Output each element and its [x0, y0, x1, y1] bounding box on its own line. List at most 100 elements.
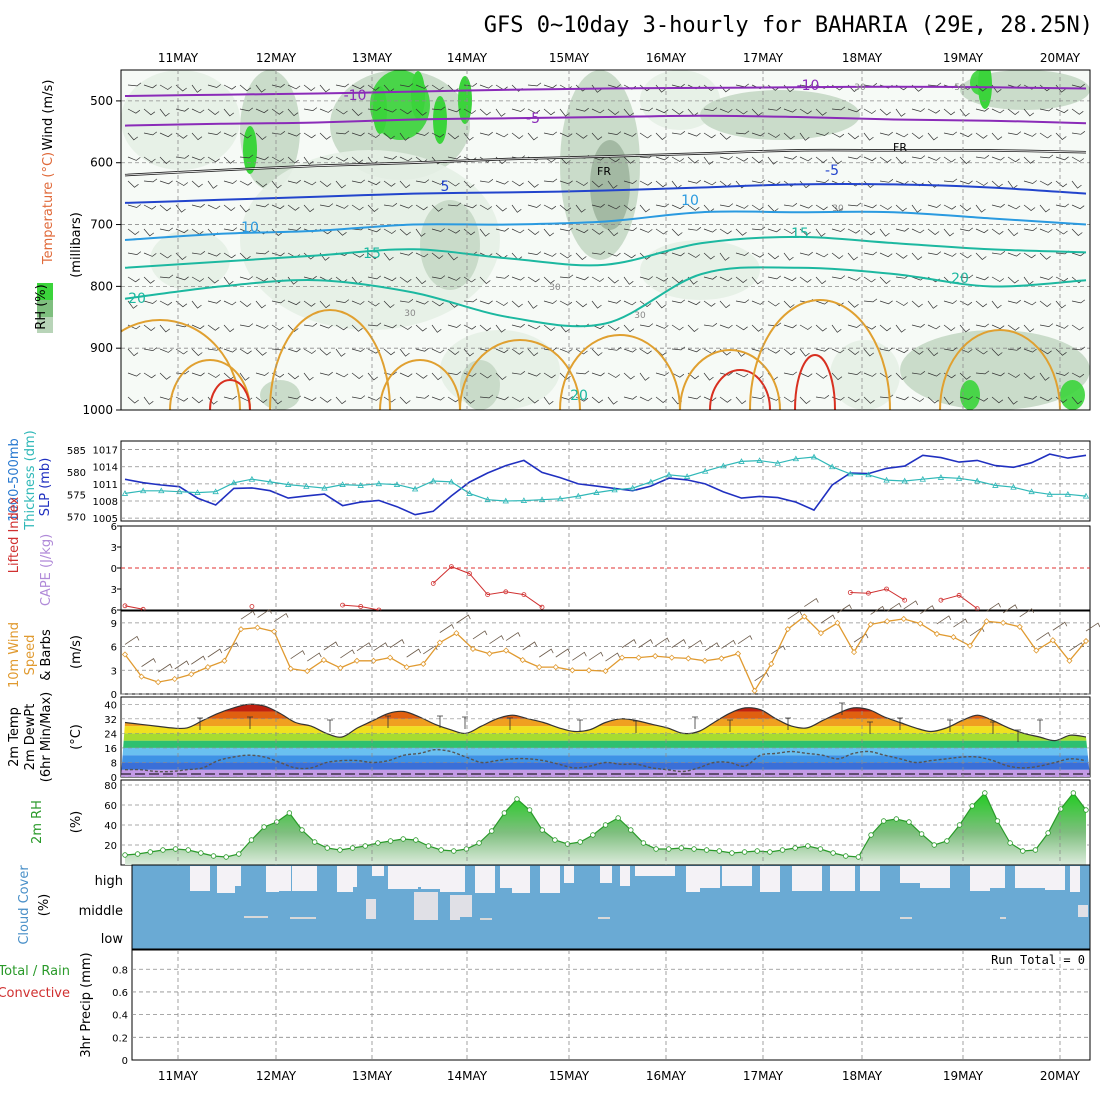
wind-barb — [527, 324, 541, 330]
wind-barb — [975, 107, 989, 112]
wind-barb — [943, 228, 955, 237]
rh-point — [678, 845, 685, 851]
rh-point — [944, 838, 950, 844]
wind-barb — [511, 371, 526, 375]
wind-barb — [831, 106, 846, 111]
ylabel-rh-units: (%) — [69, 811, 84, 834]
wind-barb — [927, 396, 939, 404]
wind-barb — [367, 204, 379, 212]
wind-barb — [207, 252, 221, 257]
wind-barb — [735, 324, 748, 331]
isotherm-20 — [124, 266, 1087, 328]
wind-barb — [287, 179, 301, 184]
x-tick-label: 18MAY — [842, 51, 883, 65]
wind-barb — [479, 131, 493, 136]
wind-barb — [975, 252, 987, 260]
li-point — [938, 597, 944, 603]
wind-barb — [143, 228, 155, 237]
thickness-point — [702, 467, 709, 474]
wind-barb — [431, 372, 443, 381]
wind-barb — [639, 252, 651, 260]
wind-barb — [767, 275, 782, 280]
wind-speed-point — [619, 654, 626, 661]
wind-barb — [639, 323, 654, 327]
rh-point — [880, 818, 887, 824]
wind-barb — [895, 108, 906, 117]
wind-barb — [607, 299, 621, 304]
wind-barb — [143, 252, 157, 257]
wind-barb — [783, 108, 797, 113]
wind-barb — [671, 324, 684, 331]
wind-barb — [543, 178, 558, 183]
wind-barb — [959, 396, 973, 400]
wind-barb — [463, 324, 477, 330]
wind-barb — [141, 658, 156, 667]
wind-barb — [527, 300, 538, 309]
rh-point — [122, 852, 128, 858]
wind-barb — [399, 83, 414, 87]
temp-minmax-bar — [897, 717, 903, 730]
cloud-low-cell — [290, 917, 316, 919]
temp-band — [121, 726, 1090, 734]
wind-barb — [1071, 346, 1086, 351]
wind-barb — [559, 348, 573, 353]
thickness-point — [1010, 483, 1017, 490]
wind-barb — [1039, 132, 1052, 139]
wind-barb — [367, 252, 380, 260]
wind-barb — [751, 179, 766, 184]
wind-barb — [319, 203, 334, 207]
wind-barb — [1007, 204, 1021, 210]
wind-speed-point — [635, 654, 642, 661]
wind-barb — [207, 396, 218, 405]
wind-barb — [255, 156, 269, 161]
li-point — [249, 604, 255, 609]
wind-speed-point — [204, 664, 211, 671]
wind-barb — [319, 348, 331, 356]
thickness-point — [357, 482, 364, 488]
wind-barb — [495, 348, 509, 354]
wind-barb — [255, 180, 268, 188]
wind-barb — [959, 180, 973, 185]
wind-barb — [591, 300, 602, 309]
wind-barb — [159, 204, 172, 212]
wind-barb — [223, 108, 235, 117]
wind-barb — [735, 130, 750, 135]
wind-barb — [735, 276, 748, 283]
cloud-clear-cell — [500, 866, 515, 888]
wind-barb — [287, 300, 301, 306]
wind-speed-point — [817, 630, 824, 637]
x-tick-label: 17MAY — [743, 1069, 784, 1083]
rh-point — [274, 819, 280, 825]
ylabel-millibars: (millibars) — [69, 212, 84, 278]
wind-barb — [1023, 156, 1035, 164]
cloud-clear-cell — [792, 866, 822, 891]
wind-barb — [607, 204, 621, 210]
slp-tick-label: 1011 — [93, 480, 118, 491]
wind-barb — [799, 204, 813, 209]
wind-barb — [271, 131, 286, 135]
wind-speed-point — [121, 651, 129, 658]
wind-barb — [383, 324, 397, 329]
wind-barb — [639, 107, 654, 112]
wind-barb — [847, 202, 862, 207]
wind-barb — [191, 655, 206, 665]
wind-barb — [290, 650, 306, 660]
thickness-point — [121, 490, 129, 496]
thickness-point — [955, 475, 963, 481]
wind-barb — [572, 651, 587, 661]
wind-barb — [687, 179, 701, 184]
wind-barb — [799, 156, 813, 162]
x-tick-label: 12MAY — [256, 51, 297, 65]
wind-speed-point — [436, 639, 443, 646]
wind-barb — [207, 276, 219, 284]
wind-barb — [751, 204, 764, 211]
wind-barb — [655, 156, 669, 161]
pressure-tick-label: 500 — [90, 94, 113, 108]
wind-barb — [495, 132, 509, 138]
wind-barb — [399, 348, 410, 357]
wind-barb — [1023, 227, 1038, 231]
wind-barb — [799, 108, 812, 115]
wind-speed-point — [668, 654, 675, 661]
rh-point — [1058, 806, 1064, 812]
wind-barb — [1055, 156, 1069, 161]
